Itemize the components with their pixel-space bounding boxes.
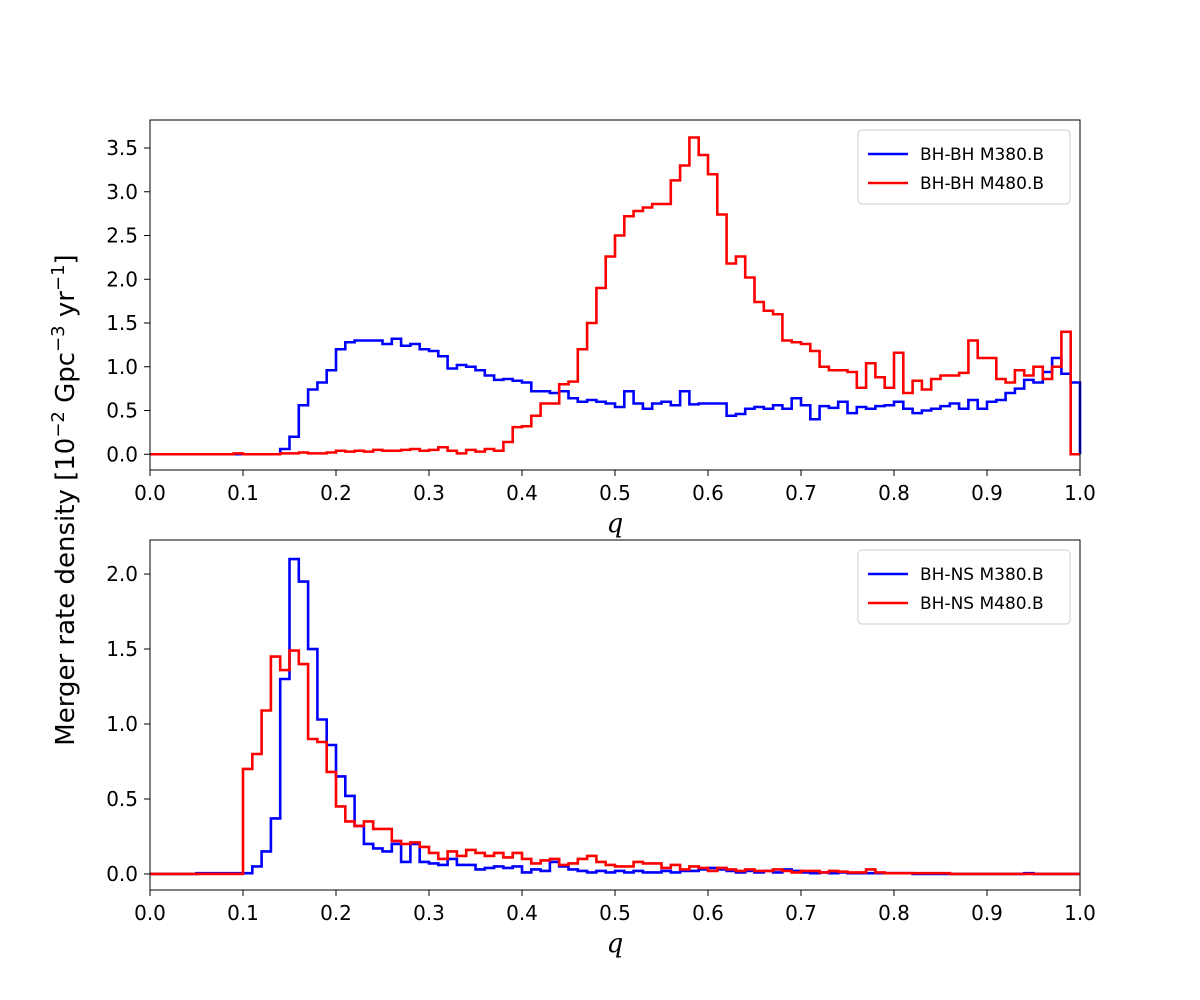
bh-ns-legend: BH-NS M380.B BH-NS M480.B	[857, 549, 1071, 625]
bh-bh-y-tick-label: 3.0	[106, 180, 138, 204]
bh-bh-series-layer	[150, 136, 1082, 456]
bh-ns-x-tick-label: 0.8	[878, 901, 910, 925]
y-axis-label: Merger rate density [10−2 Gpc−3 yr−1]	[48, 254, 81, 745]
bh-bh-y-tick-label: 1.0	[106, 355, 138, 379]
bh-bh-series-m380b-step-line	[150, 337, 1082, 456]
y-axis-label-exp1: −2	[48, 411, 69, 438]
y-axis-label-mid: Gpc	[51, 352, 81, 411]
bh-bh-x-tick-label: 0.5	[599, 481, 631, 505]
y-axis-label-exp3: −1	[48, 264, 69, 291]
bh-ns-y-tick-label: 1.0	[106, 712, 138, 736]
bh-ns-x-tick-label: 0.4	[506, 901, 538, 925]
y-axis-label-main: Merger rate density [10	[51, 438, 81, 746]
bh-ns-x-tick-label: 0.7	[785, 901, 817, 925]
bh-bh-y-tick-label: 3.5	[106, 136, 138, 160]
bh-ns-x-tick-label: 1.0	[1064, 901, 1096, 925]
bh-ns-x-tick-label: 0.2	[320, 901, 352, 925]
bh-bh-legend-label: BH-BH M380.B	[920, 145, 1044, 165]
bh-ns-y-tick-label: 1.5	[106, 637, 138, 661]
bh-bh-x-tick-label: 0.0	[134, 481, 166, 505]
bh-bh-series-m480b-step-line	[150, 136, 1080, 456]
bh-bh-x-axis-label: q	[607, 509, 624, 539]
bh-ns-y-tick-label: 0.0	[106, 862, 138, 886]
bh-bh-x-tick-label: 0.3	[413, 481, 445, 505]
bh-ns-y-tick-label: 2.0	[106, 562, 138, 586]
bh-ns-x-tick-label: 0.1	[227, 901, 259, 925]
bh-ns-y-tick-label: 0.5	[106, 787, 138, 811]
bh-bh-x-tick-label: 0.4	[506, 481, 538, 505]
bh-bh-x-tick-label: 1.0	[1064, 481, 1096, 505]
bh-ns-x-tick-label: 0.9	[971, 901, 1003, 925]
bh-ns-x-tick-label: 0.3	[413, 901, 445, 925]
bh-bh-legend-box	[857, 129, 1071, 205]
bh-bh-y-tick-label: 1.5	[106, 311, 138, 335]
bh-bh-x-tick-label: 0.9	[971, 481, 1003, 505]
bh-bh-ticks: 0.0 0.1 0.2 0.3 0.4 0.5 0.6 0.7 0.8 0.9 1.0 0.0 0.5 1…	[106, 136, 1096, 505]
y-axis-label-yr: yr	[51, 291, 81, 326]
bh-ns-x-tick-label: 0.0	[134, 901, 166, 925]
bh-bh-x-tick-label: 0.2	[320, 481, 352, 505]
bh-ns-panel: 0.0 0.1 0.2 0.3 0.4 0.5 0.6 0.7 0.8 0.9 1.0 0.0 0.5 1…	[106, 539, 1096, 959]
bh-ns-legend-label: BH-NS M380.B	[920, 565, 1044, 585]
bh-ns-legend-box	[857, 549, 1071, 625]
bh-ns-x-tick-label: 0.6	[692, 901, 724, 925]
y-axis-label-exp2: −3	[48, 325, 69, 352]
bh-ns-series-layer	[150, 557, 1080, 876]
bh-ns-ticks: 0.0 0.1 0.2 0.3 0.4 0.5 0.6 0.7 0.8 0.9 1.0 0.0 0.5 1…	[106, 562, 1096, 925]
bh-bh-x-tick-label: 0.8	[878, 481, 910, 505]
bh-bh-legend-label: BH-BH M480.B	[920, 174, 1044, 194]
bh-bh-x-tick-label: 0.7	[785, 481, 817, 505]
bh-ns-legend-label: BH-NS M480.B	[920, 594, 1044, 614]
y-axis-label-close: ]	[51, 254, 81, 264]
bh-bh-y-tick-label: 2.5	[106, 224, 138, 248]
bh-ns-x-tick-label: 0.5	[599, 901, 631, 925]
bh-bh-y-tick-label: 0.5	[106, 399, 138, 423]
bh-bh-legend: BH-BH M380.B BH-BH M480.B	[857, 129, 1071, 205]
bh-bh-y-tick-label: 2.0	[106, 267, 138, 291]
bh-bh-x-tick-label: 0.6	[692, 481, 724, 505]
bh-ns-x-axis-label: q	[607, 929, 624, 959]
bh-bh-y-tick-label: 0.0	[106, 442, 138, 466]
bh-ns-series-m480b-step-line	[150, 649, 1080, 876]
bh-bh-panel: 0.0 0.1 0.2 0.3 0.4 0.5 0.6 0.7 0.8 0.9 1.0 0.0 0.5 1…	[106, 119, 1096, 539]
bh-bh-x-tick-label: 0.1	[227, 481, 259, 505]
